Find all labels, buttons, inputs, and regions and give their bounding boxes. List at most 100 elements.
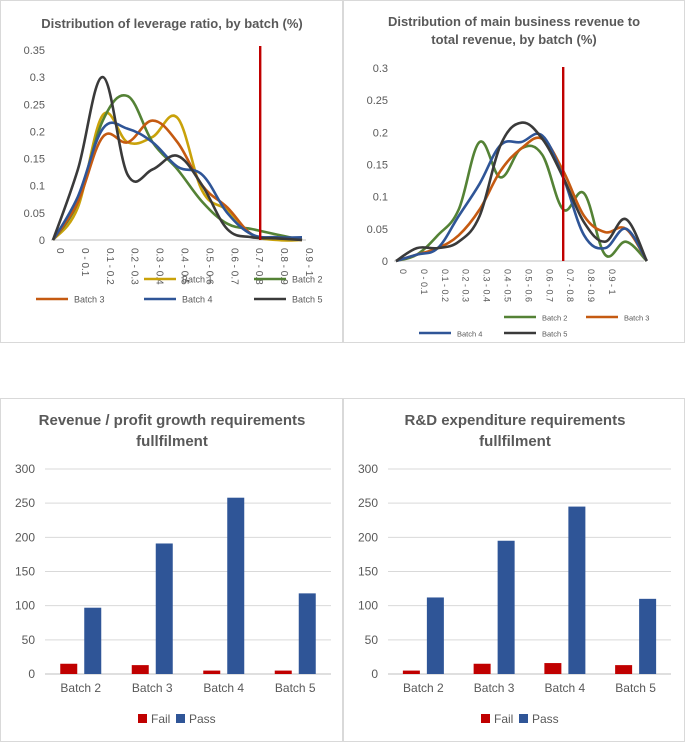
leverage-ratio-chart: Distribution of leverage ratio, by batch… xyxy=(24,16,323,305)
chart-title-line: R&D expenditure requirements xyxy=(405,412,626,429)
y-tick-label: 200 xyxy=(358,530,378,544)
chart-title-line: total revenue, by batch (%) xyxy=(431,32,596,47)
series-line-batch-3 xyxy=(395,136,648,263)
main-business-revenue-chart: Distribution of main business revenue to… xyxy=(367,14,650,339)
x-tick-label: 0 - 0.1 xyxy=(419,269,429,295)
x-tick-label: 0 xyxy=(398,269,408,274)
legend-swatch-pass xyxy=(176,714,185,723)
series-line-batch-3 xyxy=(51,119,303,242)
legend-label-batch-3: Batch 3 xyxy=(74,295,105,305)
y-tick-label: 0.1 xyxy=(373,192,388,204)
chart-title-line: fullfilment xyxy=(136,433,208,450)
chart-title-line: Distribution of leverage ratio, by batch… xyxy=(41,16,302,31)
revenue-profit-growth-chart: Revenue / profit growth requirements full… xyxy=(15,412,331,726)
x-tick-label: Batch 2 xyxy=(403,681,444,695)
y-tick-label: 0 xyxy=(371,667,378,681)
x-tick-label: 0.6 - 0.7 xyxy=(228,248,239,285)
chart-title-line: Revenue / profit growth requirements xyxy=(39,412,306,429)
rd-expenditure-chart: R&D expenditure requirements fullfilment 0… xyxy=(358,412,671,726)
rd-expenditure-chart-panel: R&D expenditure requirements fullfilment 0… xyxy=(343,398,685,742)
bar-fail-batch-5 xyxy=(274,670,292,674)
legend-swatch-fail xyxy=(481,714,490,723)
x-tick-label: 0.2 - 0.3 xyxy=(461,269,471,302)
x-tick-label: 0.8 - 0.9 xyxy=(278,248,289,285)
legend-label-batch-4: Batch 4 xyxy=(457,330,482,339)
y-tick-label: 0 xyxy=(28,667,35,681)
legend-label-batch-2: Batch 2 xyxy=(542,314,567,323)
bar-fail-batch-2 xyxy=(402,670,420,674)
x-tick-label: 0.5 - 0.6 xyxy=(203,248,214,285)
y-tick-label: 200 xyxy=(15,530,35,544)
y-tick-label: 50 xyxy=(365,633,379,647)
y-tick-label: 0.15 xyxy=(24,154,45,166)
x-tick-label: 0.6 - 0.7 xyxy=(544,269,554,302)
legend-swatch-pass xyxy=(519,714,528,723)
legend-label-batch-2: Batch 2 xyxy=(292,275,323,285)
y-tick-label: 300 xyxy=(358,462,378,476)
x-tick-label: Batch 5 xyxy=(615,681,656,695)
y-tick-label: 0.05 xyxy=(367,224,388,236)
x-tick-label: 0.7 - 0.8 xyxy=(565,269,575,302)
bar-fail-batch-3 xyxy=(131,665,149,674)
y-tick-label: 0.35 xyxy=(24,45,45,57)
y-tick-label: 300 xyxy=(15,462,35,476)
legend-label-pass: Pass xyxy=(532,712,559,726)
y-tick-label: 0.15 xyxy=(367,160,388,172)
bar-pass-batch-5 xyxy=(298,593,316,674)
y-tick-label: 0.3 xyxy=(30,72,45,84)
y-tick-label: 0.25 xyxy=(367,95,388,107)
main-business-revenue-chart-panel: Distribution of main business revenue to… xyxy=(343,0,685,343)
y-tick-label: 50 xyxy=(22,633,36,647)
x-tick-label: 0.1 - 0.2 xyxy=(440,269,450,302)
x-tick-label: 0.2 - 0.3 xyxy=(129,248,140,285)
leverage-ratio-chart-panel: Distribution of leverage ratio, by batch… xyxy=(0,0,343,343)
bar-fail-batch-4 xyxy=(544,663,562,674)
x-tick-label: 0 - 0.1 xyxy=(79,248,90,277)
legend-label-batch-5: Batch 5 xyxy=(542,330,567,339)
y-tick-label: 0.3 xyxy=(373,63,388,75)
bar-fail-batch-5 xyxy=(615,665,633,674)
y-tick-label: 0 xyxy=(39,235,45,247)
y-tick-label: 250 xyxy=(358,496,378,510)
x-tick-label: 0.9 - 1 xyxy=(607,269,617,295)
legend-label-batch-1: Batch 1 xyxy=(182,275,213,285)
x-tick-label: 0 xyxy=(54,248,65,254)
bar-pass-batch-4 xyxy=(227,497,245,674)
chart-title-line: fullfilment xyxy=(479,433,551,450)
x-tick-label: Batch 5 xyxy=(275,681,316,695)
x-tick-label: 0.3 - 0.4 xyxy=(482,269,492,302)
y-tick-label: 100 xyxy=(15,599,35,613)
series-line-batch-4 xyxy=(395,132,648,263)
bar-pass-batch-3 xyxy=(497,540,515,674)
y-tick-label: 150 xyxy=(358,565,378,579)
y-tick-label: 0 xyxy=(382,256,388,268)
legend-label-batch-5: Batch 5 xyxy=(292,295,323,305)
x-tick-label: Batch 2 xyxy=(60,681,101,695)
legend-label-pass: Pass xyxy=(189,712,216,726)
bar-pass-batch-2 xyxy=(426,597,444,674)
chart-title-line: Distribution of main business revenue to xyxy=(388,14,640,29)
y-tick-label: 150 xyxy=(15,565,35,579)
series-line-batch-1 xyxy=(51,111,303,242)
y-tick-label: 0.1 xyxy=(30,181,45,193)
bar-pass-batch-5 xyxy=(639,598,657,674)
bar-pass-batch-2 xyxy=(84,607,102,674)
series-line-batch-5 xyxy=(51,75,303,242)
y-tick-label: 0.2 xyxy=(30,126,45,138)
x-tick-label: 0.5 - 0.6 xyxy=(523,269,533,302)
x-tick-label: Batch 4 xyxy=(545,681,586,695)
legend-label-fail: Fail xyxy=(494,712,513,726)
bar-fail-batch-3 xyxy=(473,663,491,674)
x-tick-label: 0.9 - 1 xyxy=(303,248,314,277)
x-tick-label: Batch 3 xyxy=(474,681,515,695)
y-tick-label: 0.05 xyxy=(24,208,45,220)
x-tick-label: 0.1 - 0.2 xyxy=(104,248,115,285)
y-tick-label: 0.2 xyxy=(373,127,388,139)
y-tick-label: 100 xyxy=(358,599,378,613)
bar-pass-batch-3 xyxy=(155,543,173,674)
legend-label-fail: Fail xyxy=(151,712,170,726)
x-tick-label: Batch 4 xyxy=(203,681,244,695)
legend-swatch-fail xyxy=(138,714,147,723)
x-tick-label: 0.3 - 0.4 xyxy=(154,248,165,285)
y-tick-label: 250 xyxy=(15,496,35,510)
